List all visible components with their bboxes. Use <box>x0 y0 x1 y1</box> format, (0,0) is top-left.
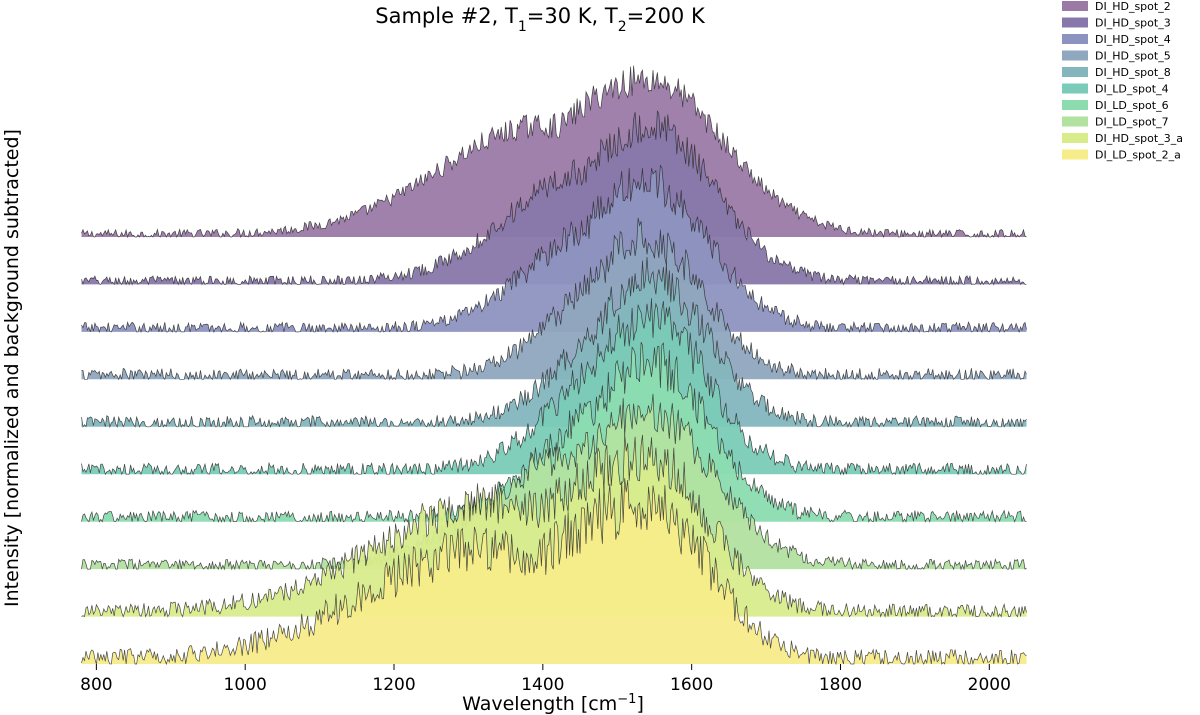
series-DI_HD_spot_8 <box>81 256 1027 429</box>
legend-label-DI_HD_spot_3_a: DI_HD_spot_3_a <box>1095 132 1183 145</box>
chart-title: Sample #2, T1=30 K, T2=200 K <box>375 4 706 35</box>
series-area-DI_HD_spot_8 <box>81 257 1027 427</box>
series-DI_HD_spot_3_a <box>81 434 1027 618</box>
x-tick-label-1200: 1200 <box>372 675 415 695</box>
series-area-DI_HD_spot_3 <box>81 110 1027 285</box>
xlabel-part-2: ] <box>636 693 643 715</box>
xlabel-part-1: Wavelength [cm <box>462 693 617 715</box>
series-line-DI_LD_spot_4 <box>81 298 1027 476</box>
series-line-DI_HD_spot_8 <box>81 256 1027 429</box>
legend-swatch-DI_HD_spot_2 <box>1062 1 1088 11</box>
series-DI_HD_spot_2 <box>81 65 1027 239</box>
title-part-3: =200 K <box>627 4 706 28</box>
legend-swatch-DI_LD_spot_6 <box>1062 100 1088 110</box>
legend-swatch-DI_HD_spot_8 <box>1062 67 1088 77</box>
series-line-DI_LD_spot_6 <box>81 341 1027 524</box>
series-area-DI_HD_spot_4 <box>81 165 1027 332</box>
y-axis-label: Intensity [normalized and background sub… <box>1 129 23 607</box>
series-area-DI_LD_spot_2_a <box>81 478 1027 664</box>
series-line-DI_HD_spot_2 <box>81 65 1027 239</box>
x-axis-label: Wavelength [cm−1] <box>462 692 644 715</box>
series-area-DI_HD_spot_5 <box>81 217 1027 380</box>
series-DI_LD_spot_4 <box>81 298 1027 476</box>
series-DI_HD_spot_5 <box>81 217 1027 381</box>
x-tick-label-1800: 1800 <box>819 675 862 695</box>
plot-area <box>81 65 1027 666</box>
legend-swatch-DI_HD_spot_3 <box>1062 17 1088 28</box>
x-axis: 800 1000 1200 1400 1600 1800 2000 <box>80 664 1011 695</box>
legend-label-DI_HD_spot_8: DI_HD_spot_8 <box>1095 66 1171 79</box>
series-area-DI_HD_spot_3_a <box>81 434 1027 617</box>
legend-label-DI_LD_spot_2_a: DI_LD_spot_2_a <box>1095 149 1181 162</box>
legend-swatch-DI_LD_spot_4 <box>1062 83 1088 94</box>
legend-label-DI_HD_spot_2: DI_HD_spot_2 <box>1095 0 1171 13</box>
legend-swatch-DI_LD_spot_2_a <box>1062 149 1088 160</box>
legend-label-DI_LD_spot_6: DI_LD_spot_6 <box>1095 99 1169 112</box>
x-tick-label-1600: 1600 <box>670 675 713 695</box>
series-DI_HD_spot_4 <box>81 164 1027 334</box>
series-area-DI_LD_spot_4 <box>81 298 1027 475</box>
x-tick-label-1000: 1000 <box>224 675 267 695</box>
legend-swatch-DI_HD_spot_4 <box>1062 34 1088 44</box>
series-line-DI_HD_spot_3 <box>81 110 1027 286</box>
legend-label-DI_LD_spot_4: DI_LD_spot_4 <box>1095 83 1169 96</box>
legend-label-DI_HD_spot_4: DI_HD_spot_4 <box>1095 33 1171 46</box>
xlabel-sup: −1 <box>617 692 636 707</box>
series-DI_LD_spot_2_a <box>81 478 1027 666</box>
legend-label-DI_HD_spot_5: DI_HD_spot_5 <box>1095 50 1171 63</box>
title-sub-2: 2 <box>618 19 627 35</box>
series-area-DI_HD_spot_2 <box>81 65 1027 237</box>
legend-swatch-DI_HD_spot_5 <box>1062 50 1088 61</box>
title-part-1: Sample #2, T <box>375 4 518 28</box>
x-tick-label-2000: 2000 <box>968 675 1011 695</box>
title-sub-1: 1 <box>518 19 527 35</box>
series-line-DI_HD_spot_4 <box>81 164 1027 334</box>
legend-swatch-DI_HD_spot_3_a <box>1062 133 1088 143</box>
series-area-DI_LD_spot_7 <box>81 393 1027 570</box>
series-DI_LD_spot_7 <box>81 393 1027 571</box>
series-line-DI_LD_spot_7 <box>81 393 1027 571</box>
legend-swatch-DI_LD_spot_7 <box>1062 116 1088 127</box>
legend-label-DI_LD_spot_7: DI_LD_spot_7 <box>1095 116 1169 129</box>
x-tick-label-800: 800 <box>80 675 112 695</box>
x-tick-label-1400: 1400 <box>521 675 564 695</box>
legend: DI_HD_spot_2 DI_HD_spot_3 DI_HD_spot_4 DI_H… <box>1062 0 1183 162</box>
series-line-DI_HD_spot_5 <box>81 217 1027 381</box>
title-part-2: =30 K, T <box>527 4 618 28</box>
series-DI_HD_spot_3 <box>81 110 1027 286</box>
series-line-DI_LD_spot_2_a <box>81 478 1027 666</box>
series-line-DI_HD_spot_3_a <box>81 434 1027 618</box>
legend-label-DI_HD_spot_3: DI_HD_spot_3 <box>1095 17 1171 30</box>
